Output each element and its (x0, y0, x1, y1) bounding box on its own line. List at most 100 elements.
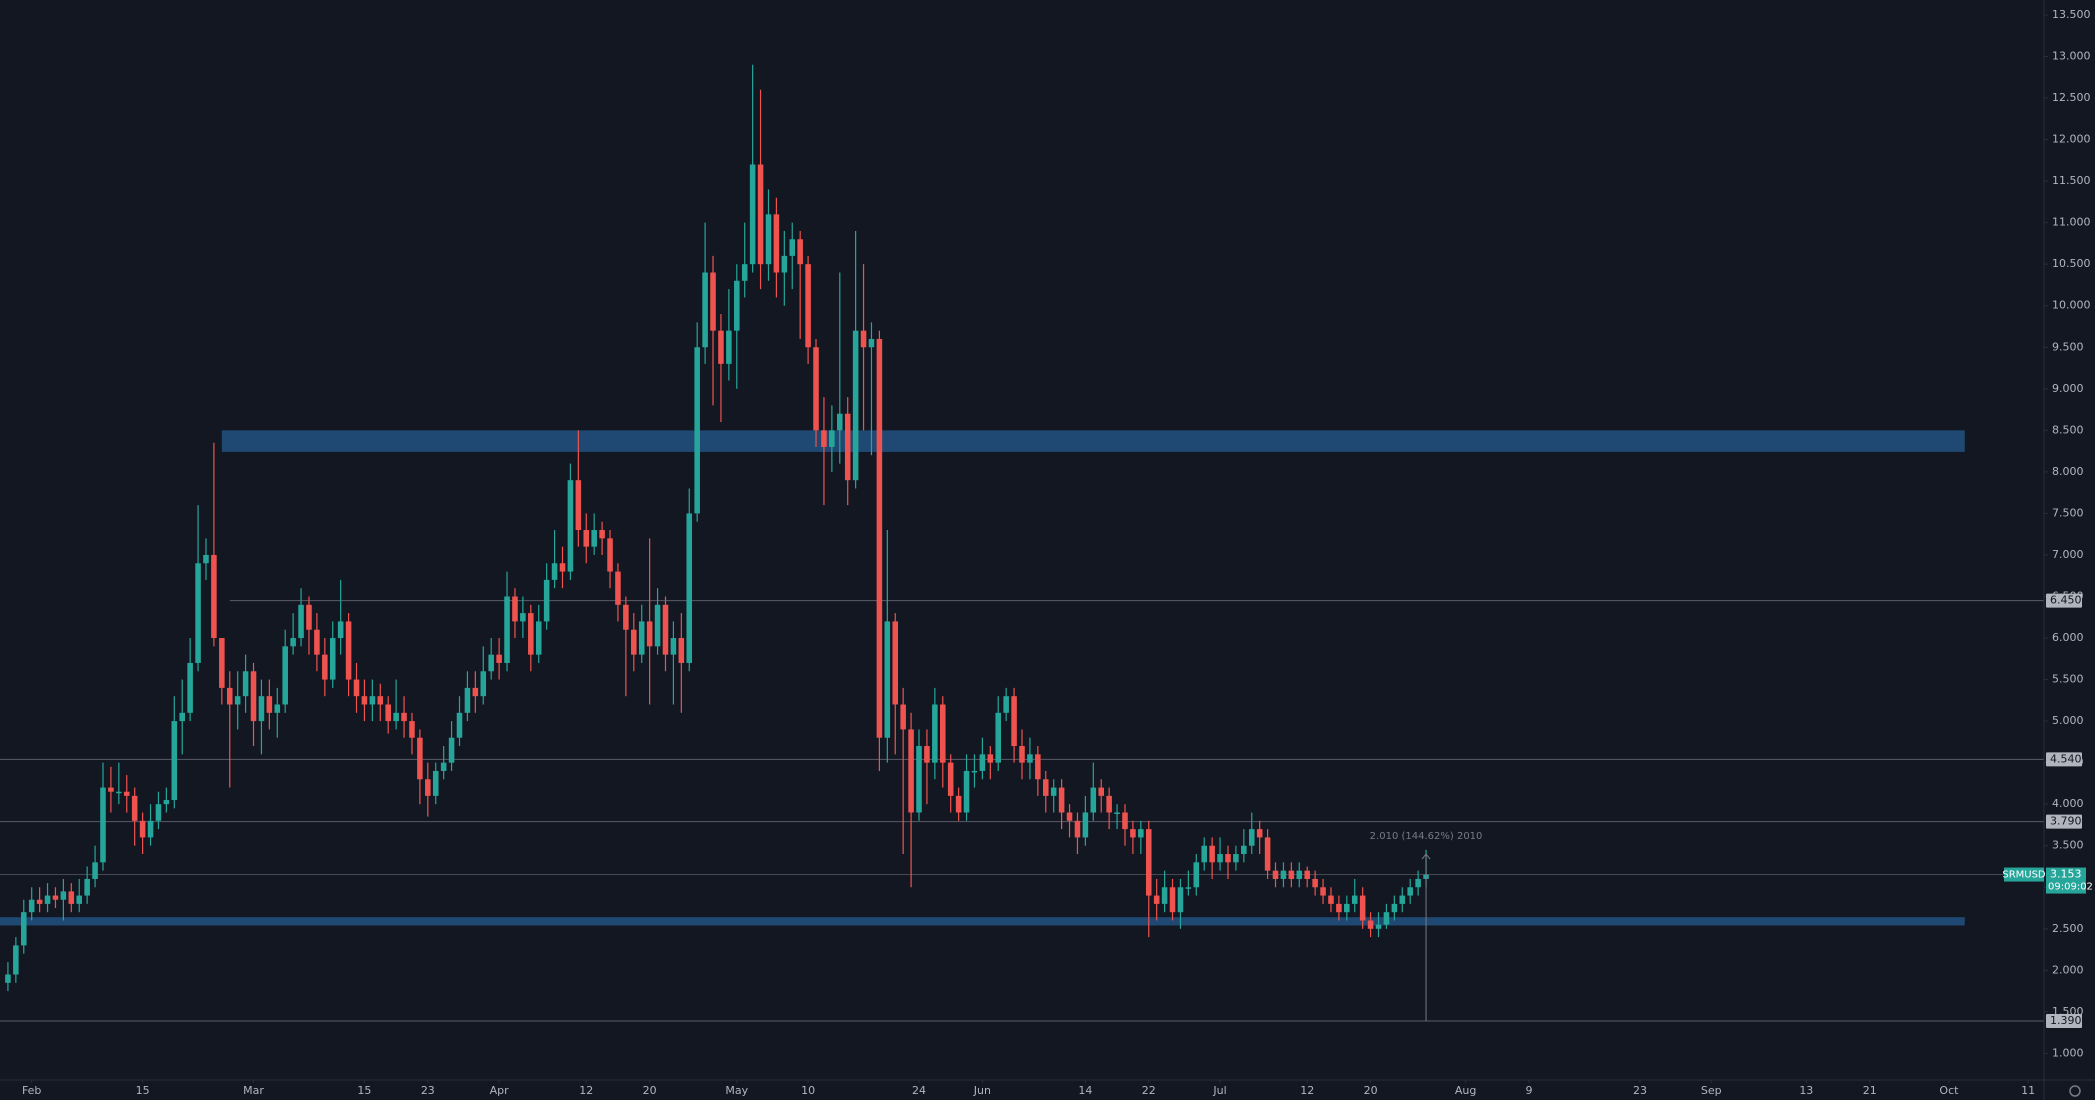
candle-body (1399, 895, 1406, 904)
candle-body (1359, 895, 1366, 921)
candle-body (369, 696, 376, 705)
candle-body (520, 613, 526, 622)
candle-body (1066, 812, 1073, 821)
candle-body (876, 338, 883, 738)
candle-body (686, 513, 693, 663)
candle-body (298, 604, 304, 639)
candle-body (1169, 887, 1176, 913)
candle-body (1098, 787, 1104, 796)
candle-body (1082, 812, 1089, 838)
candle-body (116, 791, 122, 794)
candle-body (1122, 812, 1128, 830)
candle-body (464, 687, 471, 713)
candle-body (860, 330, 867, 348)
candle-body (947, 762, 954, 796)
x-tick-label: Oct (1939, 1084, 1959, 1097)
candle-body (1351, 895, 1358, 904)
candle-body (393, 712, 399, 722)
candle-body (211, 554, 217, 639)
candle-body (884, 621, 891, 738)
level-label: 1.390 (2050, 1014, 2082, 1027)
candle-body (496, 654, 502, 663)
candle-body (1344, 903, 1350, 913)
candle-body (1209, 845, 1215, 863)
candle-body (337, 621, 344, 639)
candle-body (171, 721, 178, 801)
candle-body (789, 239, 796, 256)
candle-body (1383, 912, 1390, 925)
candle-body (528, 613, 534, 655)
candle-body (1201, 845, 1207, 863)
level-label: 3.790 (2050, 815, 2082, 828)
candle-body (995, 712, 1002, 763)
candle-body (322, 654, 328, 680)
x-tick-label: 24 (912, 1084, 926, 1097)
candle-body (417, 737, 423, 780)
candle-body (234, 696, 241, 705)
candle-body (734, 280, 740, 331)
candle-body (480, 671, 487, 697)
candle-body (837, 413, 843, 431)
candle-body (139, 820, 146, 838)
candle-body (749, 164, 756, 265)
y-tick-label: 12.500 (2052, 91, 2091, 104)
candle-body (1193, 862, 1200, 888)
candle-body (345, 621, 352, 680)
x-tick-label: 13 (1799, 1084, 1813, 1097)
x-tick-label: 14 (1078, 1084, 1092, 1097)
x-tick-label: 22 (1142, 1084, 1156, 1097)
candle-body (155, 804, 162, 821)
candle-body (282, 646, 288, 705)
candle-body (829, 430, 835, 447)
level-label: 6.450 (2050, 594, 2082, 607)
candle-body (662, 604, 669, 655)
candle-body (916, 746, 922, 813)
y-tick-label: 11.500 (2052, 174, 2091, 187)
candle-body (567, 480, 574, 572)
candle-body (306, 604, 312, 630)
candle-body (813, 347, 819, 431)
candle-body (1375, 924, 1382, 929)
candle-body (226, 687, 233, 705)
x-tick-label: 9 (1526, 1084, 1533, 1097)
candle-body (741, 264, 748, 281)
candle-body (638, 621, 645, 655)
y-tick-label: 13.000 (2052, 49, 2091, 62)
candle-body (1296, 870, 1303, 879)
candle-body (512, 596, 518, 622)
candle-body (1304, 870, 1310, 879)
candle-body (892, 621, 899, 705)
candle-body (123, 791, 130, 796)
y-tick-label: 8.000 (2052, 465, 2084, 478)
candle-body (1225, 854, 1231, 863)
candle-body (242, 671, 249, 697)
candle-body (425, 779, 431, 796)
x-tick-label: 20 (643, 1084, 657, 1097)
settings-icon[interactable] (2069, 1085, 2081, 1097)
y-tick-label: 3.500 (2052, 839, 2084, 852)
candle-body (1391, 903, 1398, 913)
candle-body (1177, 887, 1184, 913)
candle-body (1130, 829, 1136, 838)
candle-body (353, 679, 360, 697)
candle-body (1011, 696, 1017, 747)
x-tick-label: 10 (801, 1084, 815, 1097)
candle-body (1019, 746, 1025, 763)
candle-body (773, 214, 780, 273)
candle-body (963, 770, 970, 813)
y-tick-label: 10.000 (2052, 299, 2091, 312)
candle-body (670, 638, 677, 655)
level-badge (2046, 752, 2082, 767)
candle-body (274, 704, 281, 713)
candle-body (654, 604, 661, 647)
x-tick-label: Sep (1701, 1084, 1722, 1097)
candle-body (781, 255, 788, 273)
candle-body (591, 530, 597, 547)
candle-body (607, 538, 613, 572)
candle-body (1145, 829, 1152, 896)
candle-body (1280, 870, 1287, 879)
candle-body (163, 800, 170, 805)
candle-body (718, 330, 724, 364)
candle-body (623, 604, 629, 630)
